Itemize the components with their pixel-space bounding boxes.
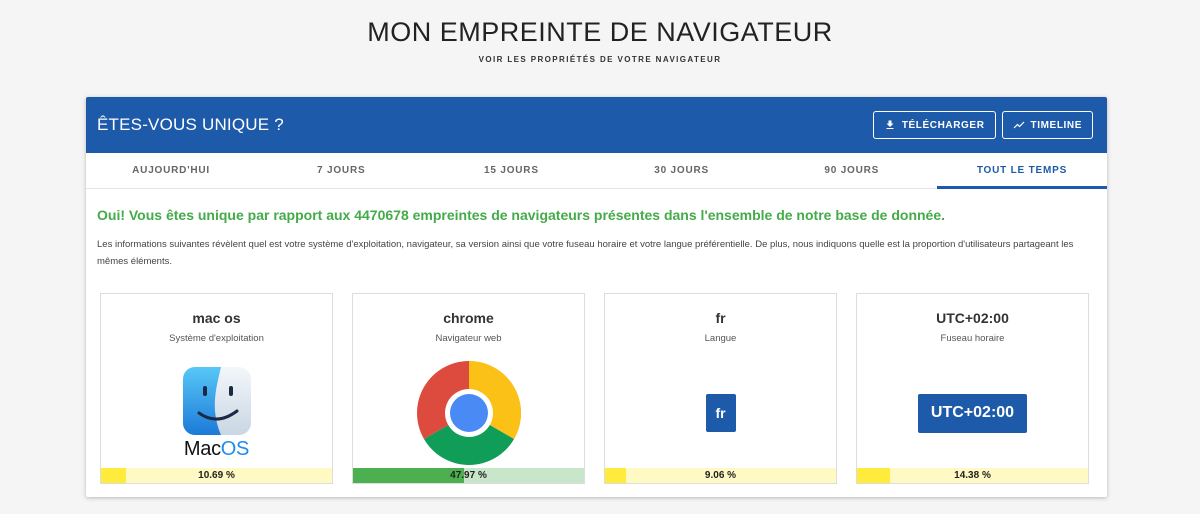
page-title: MON EMPREINTE DE NAVIGATEUR: [367, 17, 833, 47]
tab-all-time[interactable]: TOUT LE TEMPS: [936, 153, 1107, 189]
download-button[interactable]: TÉLÉCHARGER: [872, 111, 996, 139]
card-header: ÊTES-VOUS UNIQUE ? TÉLÉCHARGER TIMELINE: [86, 97, 1107, 153]
percent-text: 47.97 %: [450, 470, 487, 481]
browser-logo: [353, 360, 584, 466]
macos-wordmark-os: OS: [220, 437, 250, 460]
macos-wordmark-mac: Mac: [183, 437, 221, 460]
stat-label: Fuseau horaire: [940, 333, 1005, 344]
tab-15-days[interactable]: 15 JOURS: [484, 165, 539, 176]
tab-today[interactable]: AUJOURD'HUI: [132, 165, 211, 176]
timezone-visual: UTC+02:00: [857, 360, 1088, 466]
period-tabs: AUJOURD'HUI 7 JOURS 15 JOURS 30 JOURS 90…: [86, 153, 1107, 189]
timeline-label: TIMELINE: [1030, 119, 1082, 131]
percent-bar: 9.06 %: [605, 468, 836, 483]
stat-label: Navigateur web: [435, 333, 502, 344]
stat-value: fr: [715, 310, 726, 326]
download-label: TÉLÉCHARGER: [901, 119, 985, 131]
percent-text: 10.69 %: [198, 470, 235, 481]
stat-card-os: mac os Système d'exploitation MacOS: [100, 293, 333, 484]
trending-up-icon: [1013, 121, 1024, 129]
header-actions: TÉLÉCHARGER TIMELINE: [872, 111, 1093, 139]
percent-text: 9.06 %: [704, 470, 737, 481]
stat-card-timezone: UTC+02:00 Fuseau horaire UTC+02:00 14.38…: [856, 293, 1089, 484]
stat-label: Système d'exploitation: [169, 333, 264, 344]
percent-bar-fill: [353, 468, 464, 483]
tab-7-days[interactable]: 7 JOURS: [317, 165, 366, 176]
unique-message: Oui! Vous êtes unique par rapport aux 44…: [97, 207, 946, 223]
macos-wordmark: MacOS: [184, 438, 249, 461]
language-badge: fr: [705, 394, 736, 432]
percent-bar: 10.69 %: [101, 468, 332, 483]
page-subtitle: VOIR LES PROPRIÉTÉS DE VOTRE NAVIGATEUR: [478, 55, 722, 64]
percent-bar-fill: [857, 468, 891, 483]
percent-bar-fill: [101, 468, 126, 483]
language-visual: fr: [605, 360, 836, 466]
page-header: MON EMPREINTE DE NAVIGATEUR VOIR LES PRO…: [0, 0, 1200, 64]
stat-value: mac os: [192, 310, 241, 326]
percent-text: 14.38 %: [954, 470, 991, 481]
percent-bar: 47.97 %: [353, 468, 584, 483]
tab-90-days[interactable]: 90 JOURS: [824, 165, 880, 176]
description-text: Les informations suivantes révèlent quel…: [97, 239, 1074, 267]
macos-finder-icon: [182, 366, 251, 435]
stat-value: UTC+02:00: [936, 310, 1009, 326]
percent-bar-fill: [605, 468, 626, 483]
chrome-icon: [416, 361, 521, 465]
stat-card-language: fr Langue fr 9.06 %: [604, 293, 837, 484]
timezone-badge: UTC+02:00: [918, 393, 1027, 433]
card-title: ÊTES-VOUS UNIQUE ?: [97, 115, 284, 134]
uniqueness-card: ÊTES-VOUS UNIQUE ? TÉLÉCHARGER TIMELINE …: [86, 97, 1107, 497]
stats-row: mac os Système d'exploitation MacOS: [100, 293, 1107, 484]
stat-label: Langue: [704, 333, 737, 344]
download-icon: [886, 120, 894, 129]
stat-card-browser: chrome Navigateur web 47.97 %: [352, 293, 585, 484]
timeline-button[interactable]: TIMELINE: [1001, 111, 1093, 139]
percent-bar: 14.38 %: [857, 468, 1088, 483]
tab-30-days[interactable]: 30 JOURS: [654, 165, 709, 176]
stat-value: chrome: [443, 310, 494, 326]
os-logo: MacOS: [101, 360, 332, 466]
